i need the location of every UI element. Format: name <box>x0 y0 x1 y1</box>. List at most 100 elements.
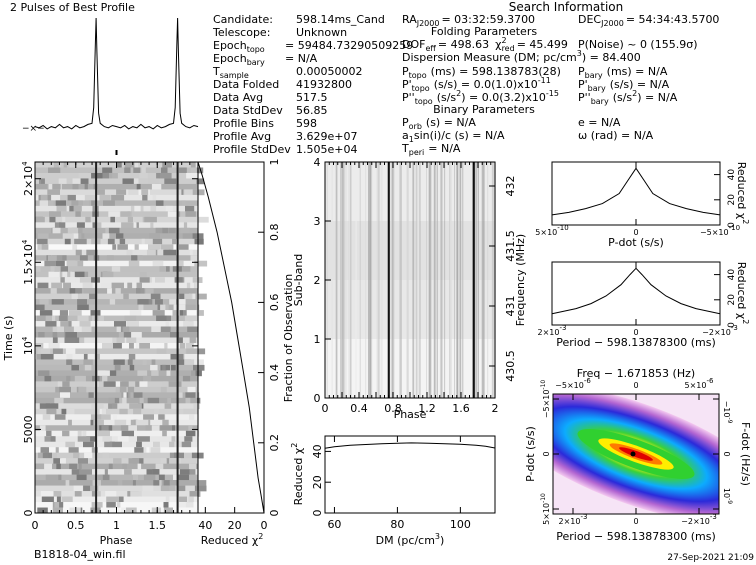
time-phase-speckle <box>39 310 53 316</box>
time-phase-speckle <box>45 403 59 410</box>
time-phase-speckle <box>117 244 128 251</box>
time-phase-speckle <box>80 178 89 185</box>
time-phase-speckle <box>68 419 72 426</box>
time-phase-speckle <box>156 315 167 322</box>
pdot-line <box>551 167 721 216</box>
time-phase-speckle <box>72 244 78 251</box>
subband-ytick: 3 <box>314 215 321 228</box>
time-phase-speckle <box>124 315 137 322</box>
time-phase-speckle <box>187 348 198 355</box>
subband-stripe <box>406 162 409 398</box>
time-phase-row <box>35 183 198 190</box>
time-phase-speckle <box>147 397 160 404</box>
subband-freq-label: Frequency (MHz) <box>514 234 527 326</box>
time-phase-speckle <box>55 260 65 267</box>
time-phase-speckle <box>78 386 87 393</box>
time-phase-speckle <box>56 496 65 503</box>
period-xtick: 2×10-3 <box>538 324 567 337</box>
info-row: Profile Avg <box>213 130 271 143</box>
time-phase-speckle <box>123 392 127 399</box>
subband-stripe <box>343 162 345 398</box>
subband-stripe <box>454 162 455 398</box>
time-phase-speckle <box>115 381 122 388</box>
time-phase-speckle <box>135 381 140 388</box>
time-phase-speckle <box>190 255 198 262</box>
time-phase-speckle <box>79 321 91 327</box>
time-phase-speckle <box>152 194 157 201</box>
time-phase-speckle <box>108 463 113 470</box>
time-phase-speckle <box>166 370 171 377</box>
folding-title: Folding Parameters <box>431 25 537 38</box>
chi2-fraction-ytick: 0.2 <box>268 434 281 452</box>
period-ytick: 40 <box>727 269 737 281</box>
pdot-xtick: −5×10-10 <box>700 224 740 237</box>
time-phase-speckle <box>120 211 130 218</box>
time-phase-speckle <box>189 337 196 344</box>
time-phase-speckle <box>191 370 198 377</box>
time-phase-speckle <box>75 200 83 207</box>
time-phase-speckle <box>73 326 82 333</box>
time-phase-speckle <box>93 172 103 179</box>
time-phase-speckle <box>160 172 172 179</box>
subband-stripe <box>455 162 457 398</box>
time-phase-speckle <box>179 167 187 174</box>
time-phase-speckle <box>79 293 93 300</box>
time-phase-speckle <box>113 458 122 464</box>
time-phase-speckle <box>135 222 139 229</box>
time-phase-speckle <box>39 425 46 432</box>
time-phase-speckle <box>148 244 161 251</box>
time-phase-speckle <box>52 337 58 344</box>
time-phase-speckle <box>81 233 85 240</box>
time-phase-speckle <box>72 233 79 240</box>
time-phase-speckle <box>176 392 183 399</box>
time-phase-row <box>35 408 198 415</box>
dm-line <box>324 442 496 449</box>
chi2-fraction-ytick: 0.8 <box>268 223 281 241</box>
time-phase-speckle <box>68 310 82 316</box>
time-phase-speckle <box>35 463 44 470</box>
dm-ytick: 20 <box>311 475 324 489</box>
info-value: 41932800 <box>296 78 352 91</box>
time-phase-speckle <box>183 321 194 327</box>
time-phase-speckle <box>114 321 126 327</box>
time-phase-speckle <box>88 392 94 399</box>
time-phase-ytick: 1.5×104 <box>21 239 35 285</box>
time-phase-speckle <box>56 205 67 212</box>
time-phase-speckle <box>113 359 125 366</box>
svg-text:Tperi= N/A: Tperi = N/A <box>401 142 461 157</box>
time-phase-speckle <box>196 178 205 185</box>
time-phase-speckle <box>186 282 191 289</box>
time-phase-speckle <box>116 502 121 508</box>
time-phase-speckle <box>181 200 186 207</box>
time-phase-speckle <box>72 205 82 212</box>
pdot-ylabel: Reduced χ2 <box>735 162 750 225</box>
time-phase-rows <box>35 162 209 514</box>
subband-stripe <box>412 162 415 398</box>
info-row: Telescope: <box>212 26 270 39</box>
time-phase-speckle <box>162 364 166 371</box>
time-phase-speckle <box>129 403 142 410</box>
time-phase-speckle <box>178 474 189 481</box>
info-left-panel: Candidate: 598.14ms_Cand Telescope: Unknown… <box>212 13 413 156</box>
period-ylabel: Reduced χ2 <box>735 262 750 325</box>
time-phase-speckle <box>77 436 91 442</box>
time-phase-speckle <box>183 222 188 229</box>
time-phase-speckle <box>65 277 76 283</box>
time-phase-speckle <box>66 260 78 267</box>
time-phase-speckle <box>104 469 108 475</box>
time-phase-speckle <box>116 326 121 333</box>
time-phase-speckle <box>82 430 87 437</box>
time-phase-speckle <box>145 288 154 294</box>
subband-stripe <box>419 162 421 398</box>
time-phase-speckle <box>91 200 97 207</box>
info-value: = N/A <box>285 52 318 65</box>
period-xtick: −2×10-3 <box>702 324 738 337</box>
dm-ticks: 60 80 100 0 20 40 <box>311 436 471 531</box>
time-phase-speckle <box>136 282 142 289</box>
time-phase-speckle <box>49 211 61 218</box>
pdot-xtick: 0 <box>633 228 638 237</box>
time-phase-speckle <box>77 430 82 437</box>
time-phase-speckle <box>55 447 59 453</box>
time-phase-speckle <box>110 216 115 223</box>
